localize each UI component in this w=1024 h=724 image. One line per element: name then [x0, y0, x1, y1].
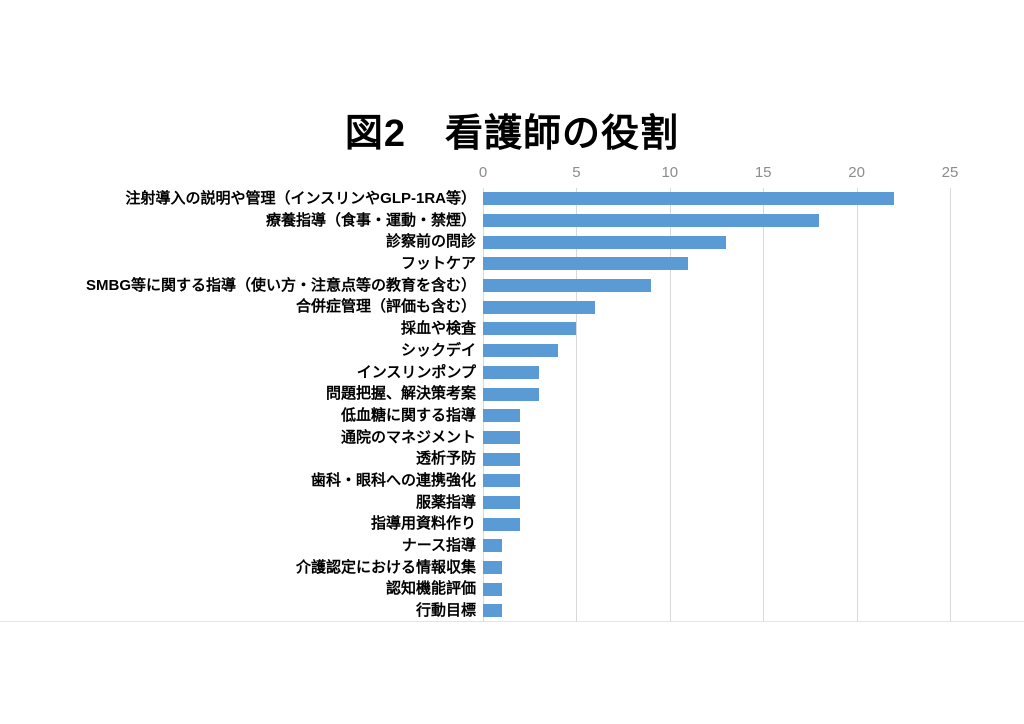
bar — [483, 235, 726, 249]
gridline — [763, 188, 765, 622]
bar-row: ナース指導 — [0, 535, 1024, 557]
x-tick-label: 25 — [941, 164, 959, 181]
category-label: 問題把握、解決策考案 — [325, 385, 476, 403]
bar-row: SMBG等に関する指導（使い方・注意点等の教育を含む） — [0, 275, 1024, 297]
bar-row: 通院のマネジメント — [0, 427, 1024, 449]
bar — [483, 365, 540, 379]
x-tick-label: 20 — [848, 164, 865, 181]
bar — [483, 214, 820, 228]
gridline — [856, 188, 858, 622]
bar — [483, 257, 689, 271]
category-label: 療養指導（食事・運動・禁煙） — [265, 211, 476, 229]
category-label: SMBG等に関する指導（使い方・注意点等の教育を含む） — [85, 276, 476, 294]
bar-row: 診察前の問診 — [0, 231, 1024, 253]
bar-row: 介護認定における情報収集 — [0, 557, 1024, 579]
category-label: 通院のマネジメント — [340, 428, 476, 446]
bar — [483, 322, 577, 336]
bar-row: シックデイ — [0, 340, 1024, 362]
bar-chart: 0 5 10 15 20 25 注射導入の説明や管理（インスリンやGLP-1RA等） 療養指… — [0, 162, 1024, 640]
bar — [483, 300, 596, 314]
bar-row: 透析予防 — [0, 448, 1024, 470]
bar-row: インスリンポンプ — [0, 362, 1024, 384]
bar — [483, 192, 894, 206]
category-label: 低血糖に関する指導 — [340, 406, 476, 424]
category-label: 合併症管理（評価も含む） — [295, 298, 476, 316]
bar — [483, 430, 521, 444]
category-label: 認知機能評価 — [385, 580, 476, 598]
category-label: 介護認定における情報収集 — [295, 558, 476, 576]
bar — [483, 409, 521, 423]
bar — [483, 495, 521, 509]
bar — [483, 387, 540, 401]
bar-row: 注射導入の説明や管理（インスリンやGLP-1RA等） — [0, 188, 1024, 210]
bar-row: 低血糖に関する指導 — [0, 405, 1024, 427]
gridline — [576, 188, 578, 622]
category-label: 行動目標 — [415, 602, 476, 620]
bar — [483, 344, 558, 358]
bar-row: 歯科・眼科への連携強化 — [0, 470, 1024, 492]
bar-row: 服薬指導 — [0, 492, 1024, 514]
category-label: 指導用資料作り — [370, 515, 476, 533]
bar-row: 採血や検査 — [0, 318, 1024, 340]
x-tick-label: 15 — [754, 164, 772, 181]
bar-row: 療養指導（食事・運動・禁煙） — [0, 210, 1024, 232]
x-tick-label: 10 — [661, 164, 679, 181]
chart-title: 図2 看護師の役割 — [344, 113, 680, 155]
x-axis-ticks: 0 5 10 15 20 25 — [0, 162, 1024, 188]
bar-rows: 注射導入の説明や管理（インスリンやGLP-1RA等） 療養指導（食事・運動・禁煙）… — [0, 188, 1024, 622]
bar — [483, 517, 521, 531]
bar — [483, 539, 502, 553]
bar — [483, 582, 502, 596]
x-tick-label: 5 — [572, 164, 581, 181]
bar — [483, 561, 502, 575]
category-label: 診察前の問診 — [385, 233, 476, 251]
category-label: インスリンポンプ — [356, 363, 476, 381]
bar-row: 指導用資料作り — [0, 513, 1024, 535]
category-label: 服薬指導 — [415, 493, 476, 511]
bar-row: 合併症管理（評価も含む） — [0, 296, 1024, 318]
category-label: ナース指導 — [401, 537, 476, 554]
bar-row: 問題把握、解決策考案 — [0, 383, 1024, 405]
gridline — [950, 188, 951, 622]
gridline — [483, 188, 484, 622]
bar — [483, 604, 502, 618]
bar — [483, 279, 652, 293]
plot-area: 注射導入の説明や管理（インスリンやGLP-1RA等） 療養指導（食事・運動・禁煙）… — [0, 188, 1024, 622]
bar-row: 行動目標 — [0, 600, 1024, 622]
x-tick-label: 0 — [478, 164, 488, 181]
category-label: シックデイ — [400, 341, 476, 359]
bar-row: フットケア — [0, 253, 1024, 275]
category-label: 採血や検査 — [400, 320, 476, 338]
category-label: フットケア — [400, 255, 476, 273]
category-label: 透析予防 — [415, 450, 476, 468]
category-label: 注射導入の説明や管理（インスリンやGLP-1RA等） — [125, 190, 476, 207]
category-label: 歯科・眼科への連携強化 — [310, 471, 476, 489]
bar — [483, 452, 521, 466]
gridline — [669, 188, 671, 622]
bar-row: 認知機能評価 — [0, 578, 1024, 600]
bar — [483, 474, 521, 488]
